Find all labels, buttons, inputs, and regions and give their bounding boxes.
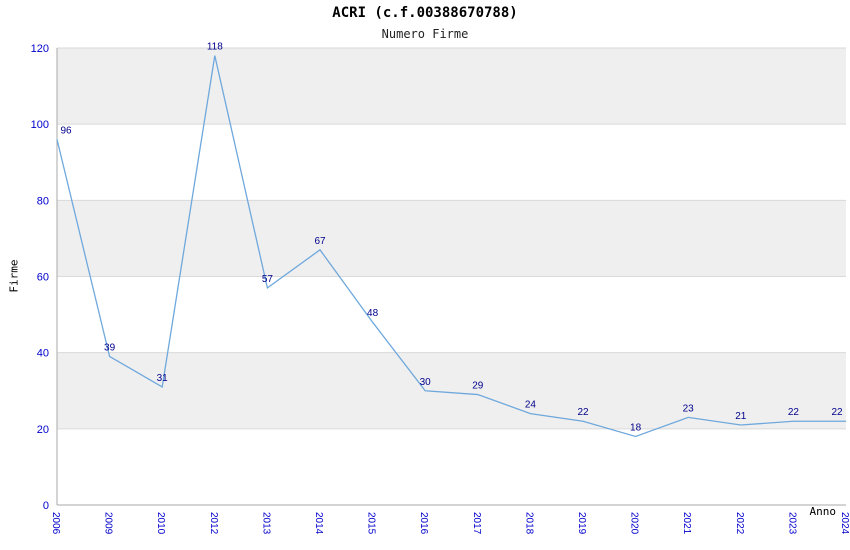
x-tick-label: 2014 bbox=[313, 512, 324, 535]
x-tick-label: 2019 bbox=[576, 512, 587, 535]
data-point-label: 21 bbox=[735, 411, 747, 422]
data-point-label: 29 bbox=[472, 381, 484, 392]
x-tick-label: 2024 bbox=[839, 512, 850, 535]
x-tick-label: 2013 bbox=[260, 512, 271, 535]
data-point-label: 48 bbox=[367, 308, 379, 319]
chart-title: ACRI (c.f.00388670788) bbox=[332, 5, 518, 21]
data-point-label: 22 bbox=[788, 407, 800, 418]
y-tick-label: 20 bbox=[37, 424, 49, 436]
data-point-label: 118 bbox=[207, 42, 223, 53]
data-point-label: 18 bbox=[630, 422, 642, 433]
series-line bbox=[56, 55, 846, 438]
x-tick-label: 2021 bbox=[681, 512, 692, 535]
x-tick-label: 2017 bbox=[471, 512, 482, 535]
y-tick-label: 0 bbox=[43, 500, 49, 512]
data-point-label: 23 bbox=[683, 403, 695, 414]
plot-band bbox=[57, 124, 846, 201]
data-point-label: 22 bbox=[831, 407, 843, 418]
x-tick-label: 2022 bbox=[734, 512, 745, 535]
plot-band bbox=[57, 276, 846, 353]
data-point-label: 96 bbox=[60, 125, 72, 136]
data-point-label: 57 bbox=[262, 274, 274, 285]
x-tick-label: 2010 bbox=[155, 512, 166, 535]
x-tick-label: 2015 bbox=[366, 512, 377, 535]
y-tick-label: 60 bbox=[37, 272, 49, 284]
y-tick-label: 120 bbox=[31, 43, 49, 55]
x-tick-label: 2020 bbox=[629, 512, 640, 535]
y-tick-label: 40 bbox=[37, 348, 49, 360]
plot-band bbox=[57, 48, 846, 125]
data-point-label: 67 bbox=[314, 236, 326, 247]
plot-band bbox=[57, 428, 846, 505]
x-tick-label: 2012 bbox=[208, 512, 219, 535]
plot-band bbox=[57, 352, 846, 429]
data-point-label: 31 bbox=[157, 373, 169, 384]
data-point-label: 30 bbox=[420, 377, 432, 388]
y-tick-label: 80 bbox=[37, 195, 49, 207]
data-point-label: 39 bbox=[104, 342, 116, 353]
x-tick-label: 2023 bbox=[786, 512, 797, 535]
y-tick-label: 100 bbox=[31, 119, 49, 131]
x-axis-title: Anno bbox=[809, 505, 837, 518]
x-tick-label: 2018 bbox=[523, 512, 534, 535]
chart-subtitle: Numero Firme bbox=[381, 27, 469, 41]
x-tick-label: 2016 bbox=[418, 512, 429, 535]
data-point-label: 24 bbox=[525, 400, 537, 411]
x-tick-label: 2009 bbox=[103, 512, 114, 535]
data-point-label: 22 bbox=[577, 407, 589, 418]
plot-band bbox=[57, 200, 846, 277]
x-tick-label: 2006 bbox=[50, 512, 61, 535]
